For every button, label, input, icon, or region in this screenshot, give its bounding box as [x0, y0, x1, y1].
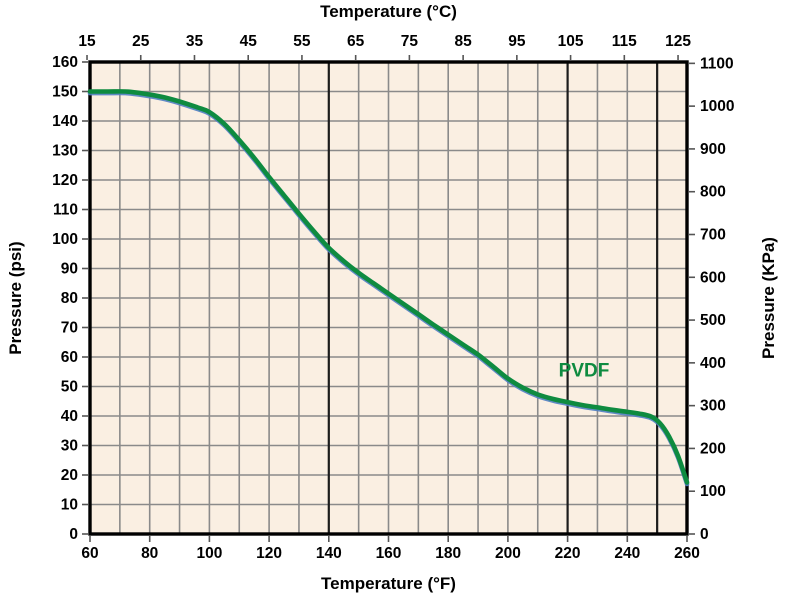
right-tick-label: 1000 — [700, 98, 734, 115]
left-tick-label: 110 — [53, 202, 78, 219]
right-tick-label: 700 — [700, 226, 726, 243]
right-axis-title: Pressure (KPa) — [759, 237, 778, 359]
top-tick-label: 95 — [508, 33, 526, 50]
pvdf-curve — [87, 89, 690, 485]
bottom-tick-label: 160 — [376, 545, 402, 562]
right-tick-label: 300 — [700, 398, 726, 415]
left-tick-label: 80 — [61, 290, 78, 307]
top-axis-title: Temperature (°C) — [320, 2, 457, 21]
right-tick-label: 600 — [700, 269, 726, 286]
right-tick-label: 500 — [700, 312, 726, 329]
left-tick-label: 150 — [52, 84, 78, 101]
top-tick-label: 115 — [612, 33, 637, 50]
right-tick-label: 900 — [700, 141, 726, 158]
top-tick-label: 85 — [455, 33, 473, 50]
left-tick-label: 100 — [52, 231, 78, 248]
bottom-tick-label: 140 — [316, 545, 342, 562]
bottom-tick-label: 120 — [256, 545, 282, 562]
right-tick-label: 200 — [700, 440, 726, 457]
right-tick-label: 800 — [700, 184, 726, 201]
left-tick-label: 70 — [61, 320, 78, 337]
top-tick-label: 45 — [240, 33, 258, 50]
series-label-pvdf: PVDF — [559, 360, 610, 381]
bottom-tick-label: 180 — [435, 545, 461, 562]
left-tick-label: 30 — [61, 438, 78, 455]
top-tick-label: 35 — [186, 33, 204, 50]
left-tick-label: 130 — [52, 143, 78, 160]
top-tick-label: 15 — [78, 33, 96, 50]
bottom-tick-label: 220 — [555, 545, 581, 562]
left-tick-label: 50 — [61, 379, 78, 396]
left-tick-label: 20 — [61, 467, 78, 484]
bottom-tick-label: 60 — [81, 545, 98, 562]
right-tick-label: 1100 — [700, 55, 734, 72]
bottom-axis-title: Temperature (°F) — [321, 574, 456, 593]
left-tick-label: 140 — [52, 113, 78, 130]
bottom-tick-label: 80 — [141, 545, 158, 562]
top-tick-label: 125 — [665, 33, 691, 50]
right-tick-label: 100 — [700, 483, 726, 500]
top-tick-label: 75 — [401, 33, 419, 50]
top-tick-label: 105 — [558, 33, 584, 50]
top-tick-label: 55 — [293, 33, 311, 50]
top-tick-label: 65 — [347, 33, 365, 50]
top-tick-label: 25 — [132, 33, 150, 50]
left-tick-label: 160 — [52, 54, 78, 71]
right-tick-label: 400 — [700, 355, 726, 372]
bottom-tick-label: 200 — [495, 545, 521, 562]
left-tick-label: 120 — [52, 172, 78, 189]
left-tick-label: 10 — [61, 497, 78, 514]
left-tick-label: 60 — [61, 349, 78, 366]
plot-frame — [88, 60, 689, 536]
bottom-tick-label: 100 — [196, 545, 222, 562]
gridlines — [90, 62, 687, 534]
left-tick-label: 40 — [61, 408, 78, 425]
bottom-tick-label: 240 — [614, 545, 640, 562]
bottom-tick-label: 260 — [674, 545, 700, 562]
left-tick-label: 0 — [69, 526, 78, 543]
left-tick-label: 90 — [61, 261, 78, 278]
left-axis-title: Pressure (psi) — [6, 241, 25, 355]
right-tick-label: 0 — [700, 526, 709, 543]
